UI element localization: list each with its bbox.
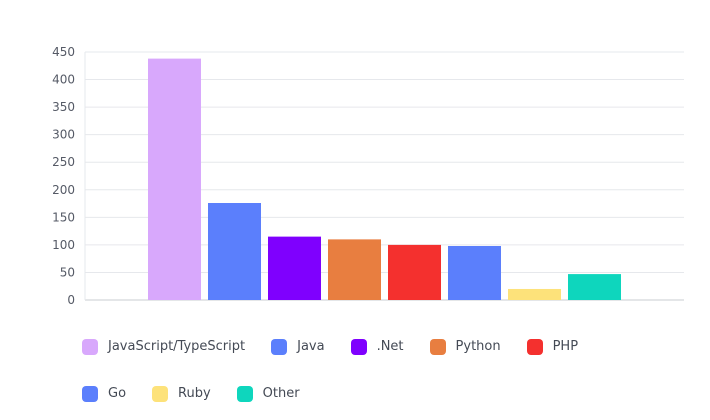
legend-label: .Net — [376, 339, 404, 354]
legend-item[interactable]: Go — [82, 385, 126, 402]
legend-label: Other — [262, 386, 300, 401]
y-tick-label: 0 — [67, 293, 75, 307]
bar-java — [208, 203, 261, 300]
y-tick-label: 450 — [52, 45, 75, 59]
bar--net — [268, 236, 321, 300]
bar-python — [328, 239, 381, 300]
y-tick-label: 400 — [52, 73, 75, 87]
y-tick-label: 200 — [52, 183, 75, 197]
bar-go — [448, 245, 501, 300]
y-tick-label: 100 — [52, 238, 75, 252]
bar-ruby — [508, 288, 561, 300]
bar-other — [568, 274, 621, 300]
legend-item[interactable]: Java — [271, 338, 325, 355]
legend-swatch — [82, 385, 98, 402]
legend-swatch — [271, 338, 288, 355]
y-tick-label: 50 — [60, 265, 75, 279]
legend-item[interactable]: Python — [429, 338, 501, 355]
legend-label: Java — [297, 339, 325, 354]
legend: JavaScript/TypeScript Java .Net Python PHP Go… — [82, 338, 642, 402]
y-tick-label: 300 — [52, 128, 75, 142]
legend-label: Go — [108, 386, 127, 401]
bar-javascript-typescript — [148, 58, 201, 300]
legend-label: Python — [455, 339, 501, 354]
legend-item[interactable]: PHP — [526, 338, 579, 355]
legend-swatch — [350, 338, 367, 355]
y-tick-label: 250 — [52, 155, 75, 169]
legend-item[interactable]: JavaScript/TypeScript — [82, 338, 245, 355]
legend-swatch — [526, 338, 543, 355]
legend-swatch — [429, 338, 446, 355]
bar-chart: 0 50 100 150 200 250 300 350 400 450 — [52, 45, 684, 307]
bar-php — [388, 244, 441, 300]
legend-swatch — [236, 385, 253, 402]
legend-label: JavaScript/TypeScript — [108, 339, 246, 354]
y-tick-label: 350 — [52, 100, 75, 114]
legend-item[interactable]: .Net — [350, 338, 404, 355]
legend-swatch — [82, 338, 98, 355]
legend-item[interactable]: Ruby — [152, 385, 211, 402]
legend-label: PHP — [552, 339, 579, 354]
legend-item[interactable]: Other — [236, 385, 300, 402]
y-tick-label: 150 — [52, 210, 75, 224]
legend-swatch — [152, 385, 169, 402]
legend-label: Ruby — [178, 386, 211, 401]
